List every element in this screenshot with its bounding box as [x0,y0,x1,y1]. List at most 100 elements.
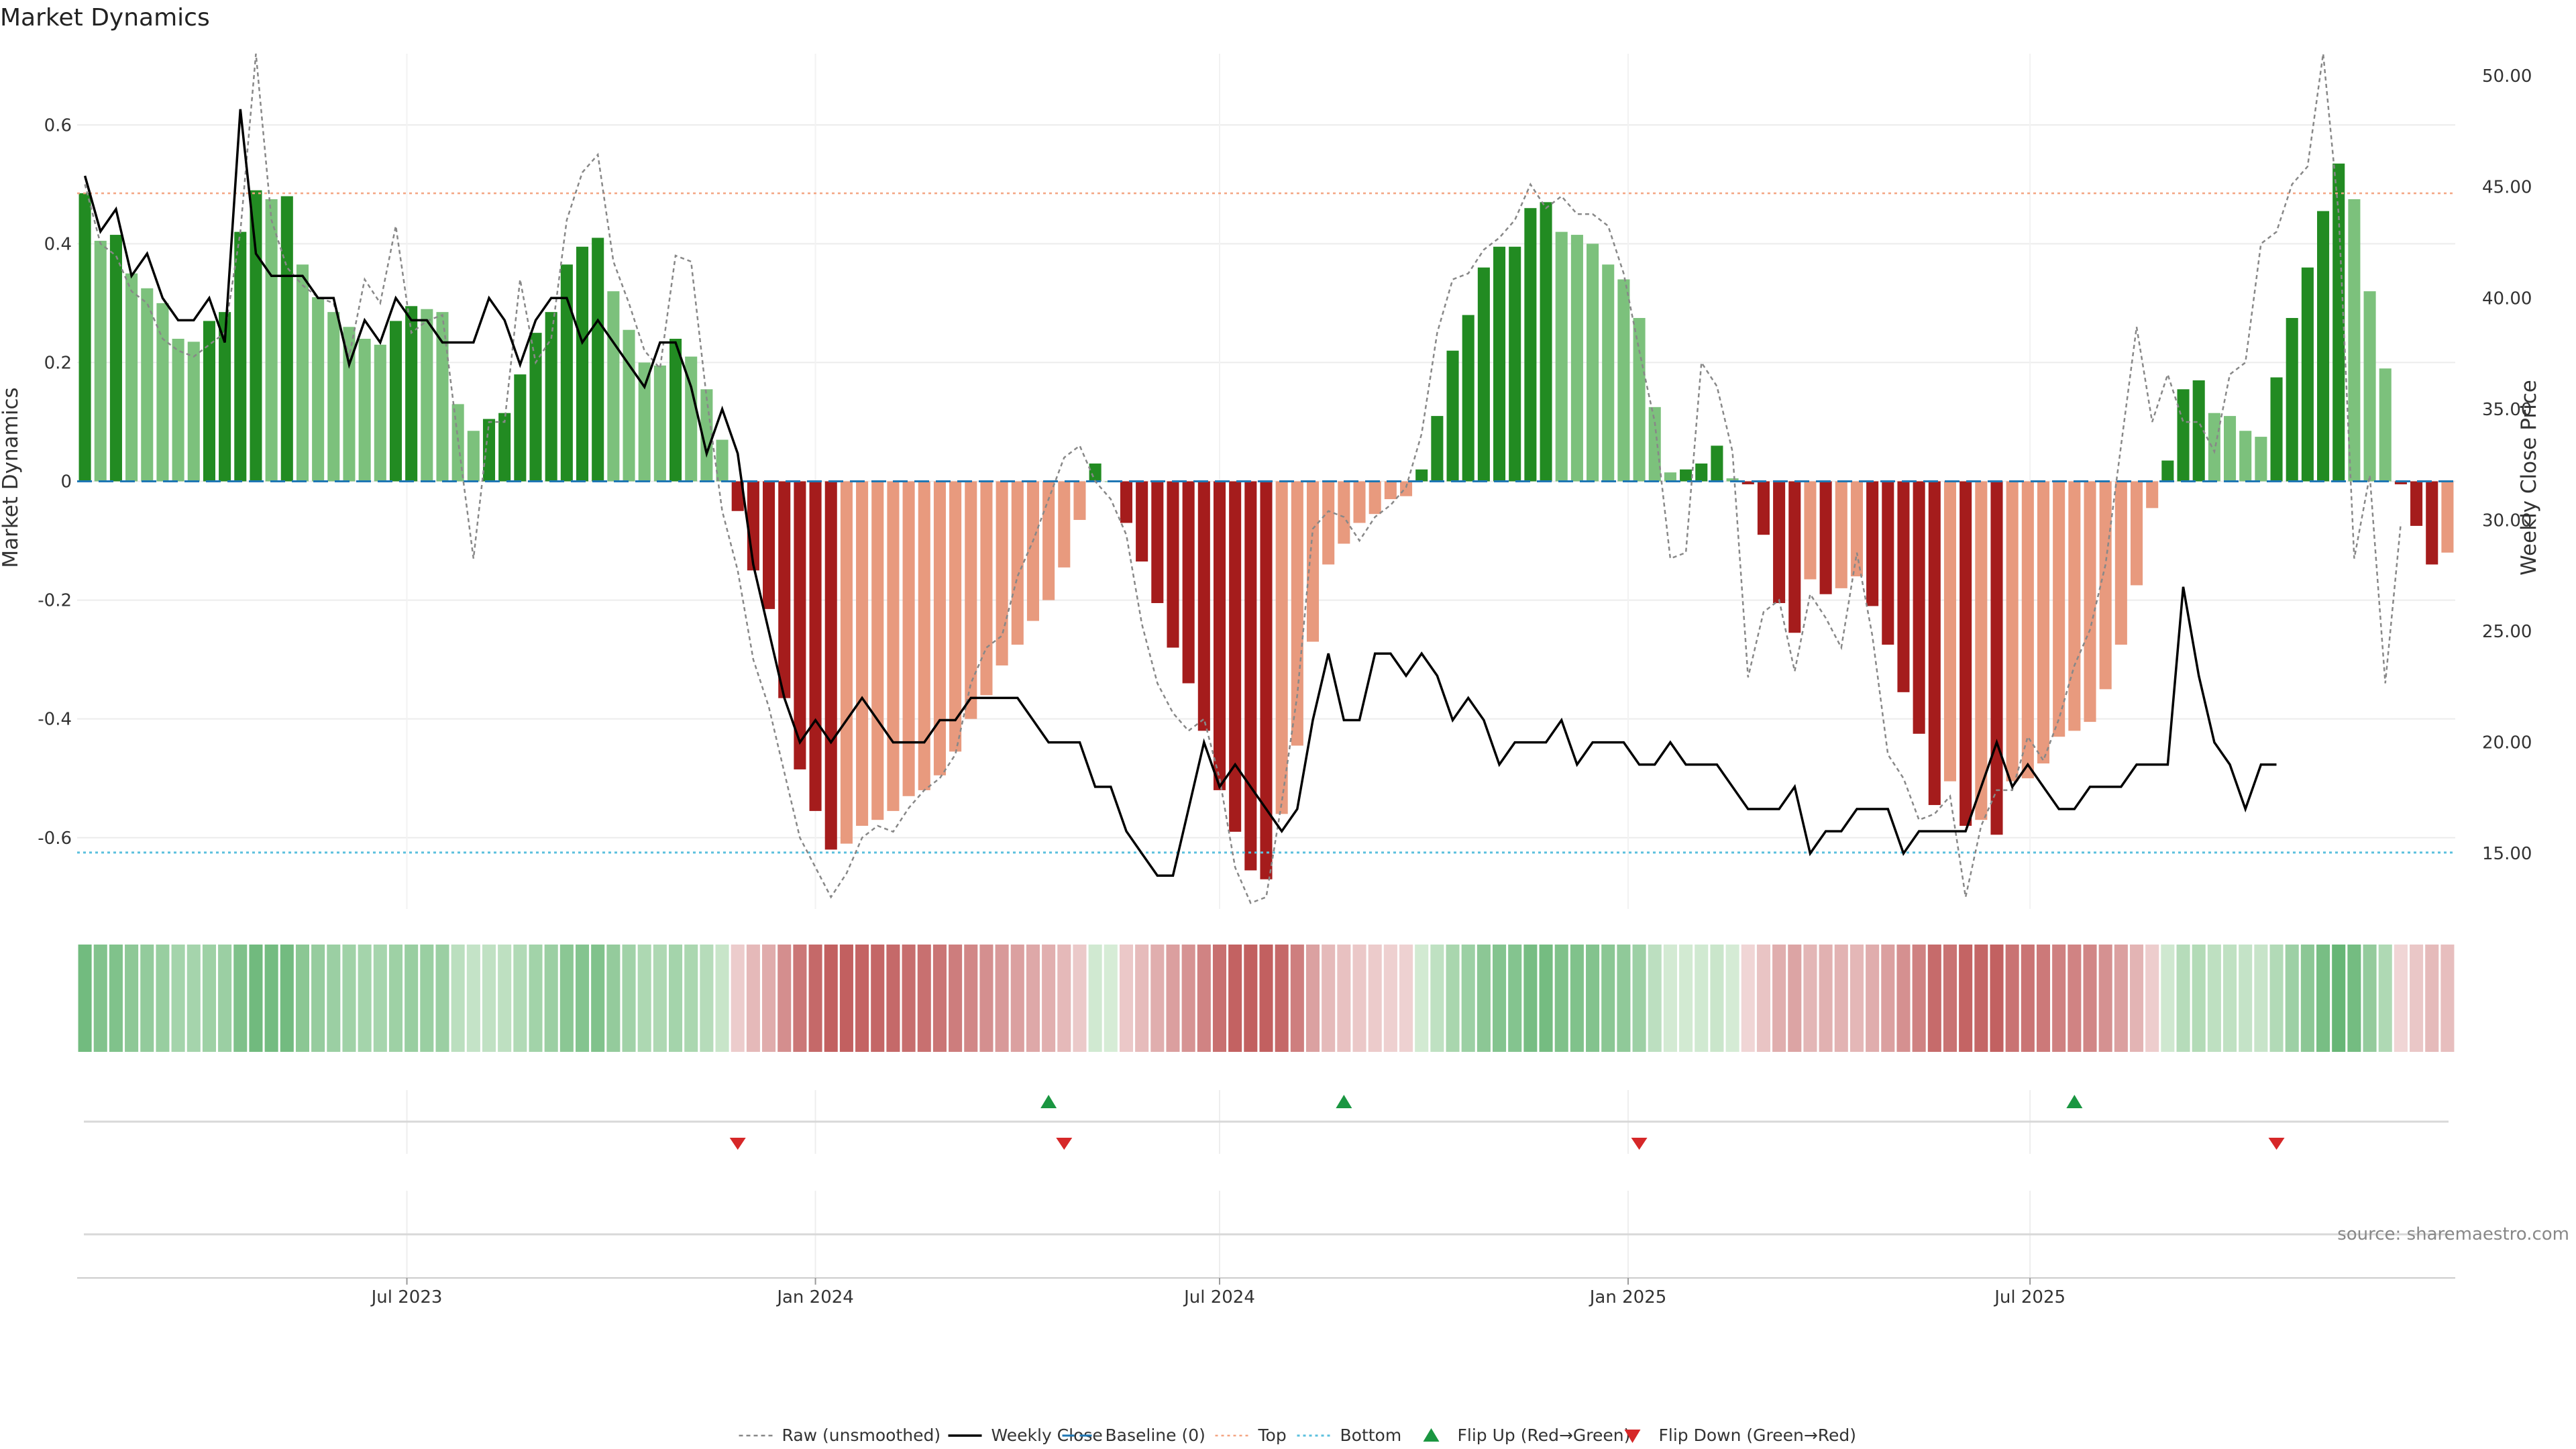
legend-label: Top [1258,1426,1287,1445]
strip-cell [762,945,776,1052]
strip-cell [2269,945,2284,1052]
strip-cell [1383,945,1397,1052]
strip-cell [1212,945,1227,1052]
strip-cell [1725,945,1739,1052]
bar [592,237,604,482]
bar [933,481,946,775]
bar [1633,318,1646,482]
source-note: source: sharemaestro.com [2337,1224,2569,1244]
bar [576,246,589,482]
strip-cell [1849,945,1864,1052]
strip-cell [93,945,107,1052]
strip-cell [358,945,372,1052]
strip-cell [1772,945,1786,1052]
strip-cell [684,945,698,1052]
strip-cell [2114,945,2128,1052]
y-left-tick-label: 0.6 [44,115,72,136]
bar [856,481,869,826]
bar [1617,279,1630,482]
strip-cell [2300,945,2314,1052]
strip-cell [1927,945,1941,1052]
bar [1338,481,1350,544]
strip-cell [1788,945,1802,1052]
bar [2410,481,2423,526]
strip-cell [264,945,278,1052]
strip-cell [2083,945,2097,1052]
bar [1804,481,1817,580]
legend-swatch [1624,1430,1641,1443]
y-right-tick-label: 25.00 [2482,622,2532,642]
bar [1026,481,1039,621]
bar [1306,481,1320,642]
bar [763,481,775,609]
strip-cell [1493,945,1507,1052]
bar [902,481,915,796]
strip-cell [2363,945,2377,1052]
strip-cell [1275,945,1289,1052]
weekly-close-line [83,109,2277,877]
strip-cell [1244,945,1258,1052]
strip-cell [2098,945,2112,1052]
strip-cell [1570,945,1584,1052]
bar [265,199,278,482]
y-left-tick-label: 0.2 [44,353,72,373]
bar [234,231,247,482]
strip-cell [637,945,651,1052]
bar [2146,481,2159,508]
legend-label: Bottom [1340,1426,1402,1445]
strip-cell [1150,945,1165,1052]
strip-cell [171,945,185,1052]
strip-cell [1368,945,1382,1052]
bar [794,481,806,769]
x-tick-label: Jul 2024 [1183,1287,1255,1307]
bar [2099,481,2112,690]
strip-cell [1228,945,1242,1052]
strip-cell [1352,945,1366,1052]
bar [1680,469,1693,482]
bar [1384,481,1397,500]
strip-cell [1710,945,1724,1052]
chart-title: Market Dynamics [0,4,210,32]
legend-item-flipdown: Flip Down (Green→Red) [1624,1426,1856,1445]
strip-cell [2254,945,2268,1052]
strip-cell [653,945,667,1052]
legend-item-bottom: Bottom [1297,1426,1402,1445]
strip-cell [1803,945,1817,1052]
strip-cell [2440,945,2455,1052]
strip-cell [1073,945,1087,1052]
bar [1741,481,1754,484]
bar [1711,445,1723,482]
strip-cell [964,945,978,1052]
bars-layer [78,163,2454,879]
bar [2426,481,2438,565]
bar [421,309,433,482]
strip-cell [1399,945,1413,1052]
bar [638,362,651,482]
strip-cell [327,945,341,1052]
bar [1120,481,1133,523]
bar [965,481,977,719]
bar [1975,481,1988,820]
bar [1850,481,1863,577]
bar [623,329,635,482]
strip-cell [1337,945,1351,1052]
y-left-tick-label: -0.6 [38,828,72,849]
strip-cell [1648,945,1662,1052]
x-tick-label: Jan 2024 [775,1287,854,1307]
strip-cell [1197,945,1211,1052]
bar [1399,481,1413,496]
strip-cell [979,945,994,1052]
strip-cell [1959,945,1973,1052]
strip-cell [2207,945,2221,1052]
strip-cell [839,945,853,1052]
bar [1960,481,1972,826]
bar [2223,416,2237,482]
bar [1167,481,1179,648]
bar [1477,267,1490,482]
bar [980,481,993,696]
legend-label: Raw (unsmoothed) [782,1426,941,1445]
bar [778,481,791,698]
lines-layer [77,53,2455,904]
strip-cell [1088,945,1102,1052]
